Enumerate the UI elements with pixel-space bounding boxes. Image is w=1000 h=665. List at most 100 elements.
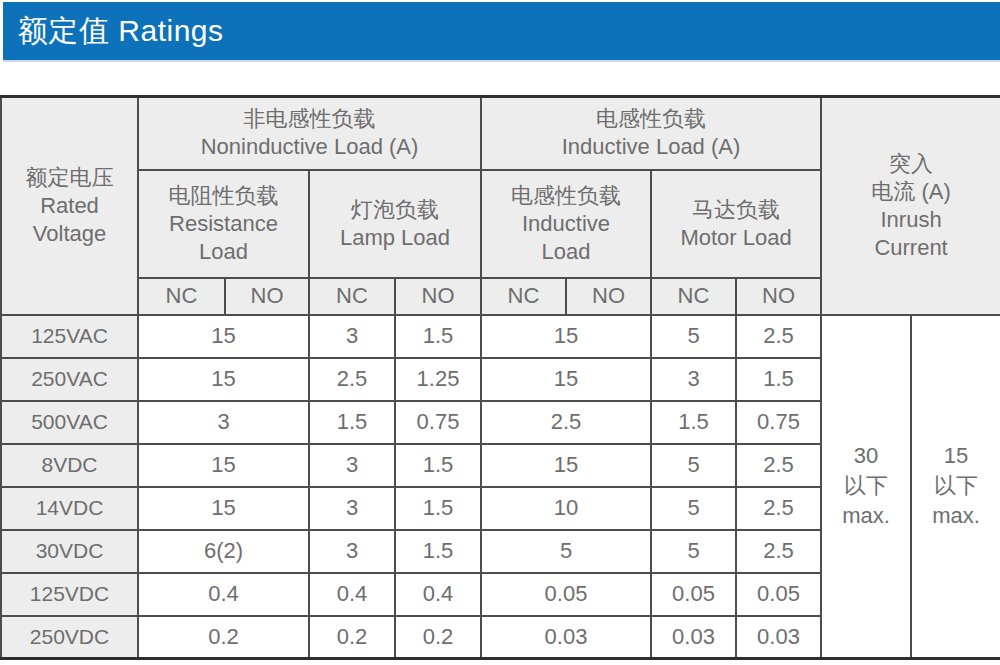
inductive-value: 2.5 — [481, 401, 651, 444]
inductive-value: 15 — [481, 358, 651, 401]
motor-no-value: 0.03 — [736, 616, 821, 659]
inrush-15-value: 15 — [912, 441, 1000, 471]
motor-no-value: 0.05 — [736, 573, 821, 616]
row-voltage: 30VDC — [1, 530, 138, 573]
inductive-load-header: 电感性负载 Inductive Load — [481, 170, 651, 278]
noninductive-zh: 非电感性负载 — [139, 105, 480, 133]
lamp-no-header: NO — [395, 278, 481, 315]
inductive-value: 5 — [481, 530, 651, 573]
resistance-value: 3 — [138, 401, 309, 444]
resistance-value: 0.2 — [138, 616, 309, 659]
motor-nc-value: 0.03 — [651, 616, 736, 659]
motor-nc-value: 5 — [651, 530, 736, 573]
resistance-value: 15 — [138, 444, 309, 487]
lamp-no-value: 1.5 — [395, 315, 481, 358]
lamp-nc-value: 0.2 — [309, 616, 395, 659]
motor-no-value: 2.5 — [736, 444, 821, 487]
row-voltage: 250VAC — [1, 358, 138, 401]
lamp-load-header: 灯泡负载 Lamp Load — [309, 170, 481, 278]
motor-zh: 马达负载 — [652, 196, 820, 224]
ind-no-header: NO — [566, 278, 651, 315]
motor-no-value: 0.75 — [736, 401, 821, 444]
inductive-value: 0.03 — [481, 616, 651, 659]
resistance-value: 0.4 — [138, 573, 309, 616]
resistance-value: 15 — [138, 315, 309, 358]
lamp-no-value: 0.2 — [395, 616, 481, 659]
resistance-value: 15 — [138, 358, 309, 401]
lamp-no-value: 0.4 — [395, 573, 481, 616]
inrush-30-cell: 30 以下 max. — [821, 315, 911, 659]
motor-no-value: 2.5 — [736, 315, 821, 358]
section-banner: 额定值 Ratings — [3, 2, 1000, 62]
resistance-value: 15 — [138, 487, 309, 530]
motor-no-value: 1.5 — [736, 358, 821, 401]
row-voltage: 8VDC — [1, 444, 138, 487]
motor-en1: Motor Load — [652, 224, 820, 252]
inrush-zh1: 突入 — [822, 150, 1000, 178]
inductive-group-zh: 电感性负载 — [482, 105, 820, 133]
rated-voltage-en2: Voltage — [2, 220, 137, 248]
lamp-nc-header: NC — [309, 278, 395, 315]
motor-no-header: NO — [736, 278, 821, 315]
inrush-30-below: 以下 — [822, 471, 910, 501]
row-voltage: 500VAC — [1, 401, 138, 444]
inrush-zh2: 电流 (A) — [822, 178, 1000, 206]
motor-nc-value: 3 — [651, 358, 736, 401]
inrush-en2: Current — [822, 234, 1000, 262]
inductive-en1: Inductive — [482, 210, 650, 238]
res-nc-header: NC — [138, 278, 225, 315]
inrush-30-value: 30 — [822, 441, 910, 471]
row-voltage: 14VDC — [1, 487, 138, 530]
lamp-no-value: 1.5 — [395, 444, 481, 487]
motor-nc-value: 5 — [651, 487, 736, 530]
lamp-nc-value: 0.4 — [309, 573, 395, 616]
resistance-load-header: 电阻性负载 Resistance Load — [138, 170, 309, 278]
inrush-15-below: 以下 — [912, 471, 1000, 501]
ratings-table: 额定电压 Rated Voltage 非电感性负载 Noninductive L… — [0, 95, 1000, 660]
lamp-zh: 灯泡负载 — [310, 196, 480, 224]
resistance-en1: Resistance — [139, 210, 308, 238]
rated-voltage-zh: 额定电压 — [2, 164, 137, 192]
lamp-nc-value: 1.5 — [309, 401, 395, 444]
motor-load-header: 马达负载 Motor Load — [651, 170, 821, 278]
ratings-page: 额定值 Ratings 额定电压 Rated Voltage 非电感性负载 No… — [0, 0, 1000, 665]
lamp-nc-value: 3 — [309, 487, 395, 530]
resistance-value: 6(2) — [138, 530, 309, 573]
lamp-nc-value: 3 — [309, 315, 395, 358]
inductive-value: 15 — [481, 315, 651, 358]
noninductive-en: Noninductive Load (A) — [139, 133, 480, 161]
lamp-no-value: 1.5 — [395, 487, 481, 530]
motor-nc-value: 1.5 — [651, 401, 736, 444]
section-title: 额定值 Ratings — [3, 11, 224, 52]
inductive-group-header: 电感性负载 Inductive Load (A) — [481, 97, 821, 170]
lamp-en1: Lamp Load — [310, 224, 480, 252]
lamp-no-value: 1.25 — [395, 358, 481, 401]
lamp-nc-value: 2.5 — [309, 358, 395, 401]
resistance-en2: Load — [139, 238, 308, 266]
noninductive-group-header: 非电感性负载 Noninductive Load (A) — [138, 97, 481, 170]
row-voltage: 125VDC — [1, 573, 138, 616]
inductive-en2: Load — [482, 238, 650, 266]
ind-nc-header: NC — [481, 278, 566, 315]
rated-voltage-header: 额定电压 Rated Voltage — [1, 97, 138, 315]
motor-nc-value: 5 — [651, 315, 736, 358]
row-voltage: 250VDC — [1, 616, 138, 659]
rated-voltage-en1: Rated — [2, 192, 137, 220]
inductive-value: 10 — [481, 487, 651, 530]
lamp-nc-value: 3 — [309, 530, 395, 573]
inrush-15-max: max. — [912, 501, 1000, 531]
inrush-15-cell: 15 以下 max. — [911, 315, 1000, 659]
lamp-no-value: 0.75 — [395, 401, 481, 444]
motor-nc-value: 5 — [651, 444, 736, 487]
row-voltage: 125VAC — [1, 315, 138, 358]
inductive-group-en: Inductive Load (A) — [482, 133, 820, 161]
inrush-en1: Inrush — [822, 206, 1000, 234]
motor-no-value: 2.5 — [736, 487, 821, 530]
motor-nc-value: 0.05 — [651, 573, 736, 616]
lamp-no-value: 1.5 — [395, 530, 481, 573]
inductive-value: 15 — [481, 444, 651, 487]
table-row-125vac: 125VAC 15 3 1.5 15 5 2.5 30 以下 max. 15 以… — [1, 315, 1000, 358]
header-row-groups: 额定电压 Rated Voltage 非电感性负载 Noninductive L… — [1, 97, 1000, 170]
inductive-zh: 电感性负载 — [482, 182, 650, 210]
inrush-current-header: 突入 电流 (A) Inrush Current — [821, 97, 1000, 315]
